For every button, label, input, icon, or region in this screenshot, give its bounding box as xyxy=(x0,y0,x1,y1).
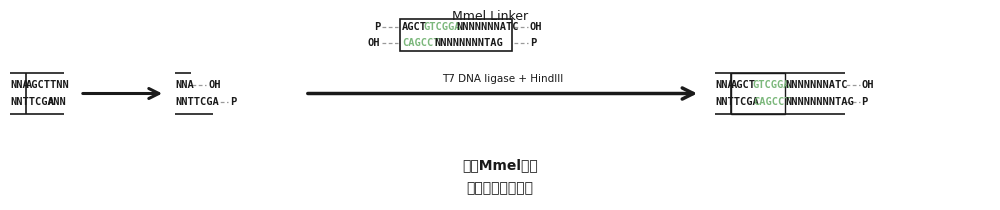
Text: OH: OH xyxy=(862,80,874,90)
Text: NNNNNNNNTAG: NNNNNNNNTAG xyxy=(785,97,854,107)
Bar xyxy=(731,73,785,114)
Text: CAGCCT: CAGCCT xyxy=(753,97,790,107)
Text: GTCGGA: GTCGGA xyxy=(753,80,790,90)
Text: OH: OH xyxy=(368,38,380,48)
Text: AGCT: AGCT xyxy=(731,80,756,90)
Text: NNTTCGA: NNTTCGA xyxy=(10,97,54,107)
Text: CAGCCT: CAGCCT xyxy=(402,38,440,48)
Text: Mmel Linker: Mmel Linker xyxy=(452,10,528,23)
Text: NNA: NNA xyxy=(10,80,29,90)
Text: P: P xyxy=(530,38,536,48)
Text: AGCT: AGCT xyxy=(402,22,427,32)
Text: P: P xyxy=(230,97,236,107)
Text: 连接Mmel接头: 连接Mmel接头 xyxy=(462,158,538,172)
Text: ANN: ANN xyxy=(48,97,67,107)
Text: OH: OH xyxy=(530,22,542,32)
Text: T7 DNA ligase + HindIII: T7 DNA ligase + HindIII xyxy=(442,75,563,84)
Text: OH: OH xyxy=(208,80,221,90)
Bar xyxy=(400,19,512,51)
Text: NNNNNNNATC: NNNNNNNATC xyxy=(785,80,848,90)
Text: P: P xyxy=(862,97,868,107)
Text: NNTTCGA: NNTTCGA xyxy=(715,97,759,107)
Text: NNNNNNNATC: NNNNNNNATC xyxy=(456,22,518,32)
Text: AGCTTNN: AGCTTNN xyxy=(26,80,70,90)
Text: NNNNNNNNTAG: NNNNNNNNTAG xyxy=(434,38,503,48)
Text: GTCGGA: GTCGGA xyxy=(424,22,461,32)
Text: P: P xyxy=(374,22,380,32)
Text: NNA: NNA xyxy=(175,80,194,90)
Text: NNTTCGA: NNTTCGA xyxy=(175,97,219,107)
Text: （同时裁切连接）: （同时裁切连接） xyxy=(466,181,534,195)
Text: NNA: NNA xyxy=(715,80,734,90)
